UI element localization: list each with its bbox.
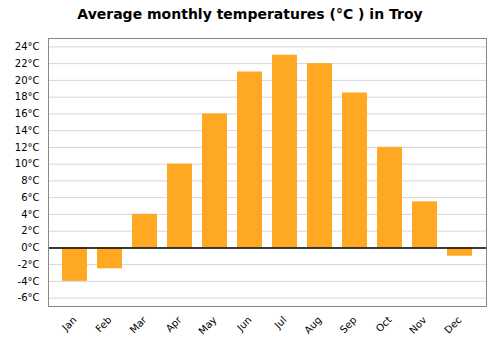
- svg-text:8°C: 8°C: [21, 175, 39, 186]
- svg-text:Feb: Feb: [93, 314, 113, 334]
- svg-text:May: May: [196, 314, 218, 336]
- svg-text:-6°C: -6°C: [18, 292, 40, 303]
- html-text:Average monthly temperatures (: Average monthly temperatures (°C ) in Tr…: [77, 6, 423, 22]
- svg-text:Mar: Mar: [128, 314, 150, 336]
- svg-text:20°C: 20°C: [15, 75, 40, 86]
- svg-text:Jun: Jun: [234, 314, 254, 334]
- svg-text:24°C: 24°C: [15, 41, 40, 52]
- svg-text:4°C: 4°C: [21, 209, 39, 220]
- svg-text:Jul: Jul: [272, 314, 289, 331]
- svg-text:22°C: 22°C: [15, 58, 40, 69]
- svg-text:Sep: Sep: [338, 314, 359, 335]
- svg-text:Dec: Dec: [442, 314, 463, 335]
- svg-text:6°C: 6°C: [21, 192, 39, 203]
- svg-text:Aug: Aug: [302, 314, 324, 336]
- svg-text:Apr: Apr: [164, 314, 185, 335]
- svg-text:Jan: Jan: [59, 314, 78, 333]
- svg-text:12°C: 12°C: [15, 142, 40, 153]
- svg-text:16°C: 16°C: [15, 108, 40, 119]
- svg-text:2°C: 2°C: [21, 225, 39, 236]
- svg-text:Nov: Nov: [407, 314, 429, 336]
- svg-text:14°C: 14°C: [15, 125, 40, 136]
- svg-text:18°C: 18°C: [15, 91, 40, 102]
- svg-text:10°C: 10°C: [15, 158, 40, 169]
- svg-text:0°C: 0°C: [21, 242, 39, 253]
- svg-text:Oct: Oct: [374, 314, 394, 334]
- svg-text:-4°C: -4°C: [18, 276, 40, 287]
- svg-text:-2°C: -2°C: [18, 259, 40, 270]
